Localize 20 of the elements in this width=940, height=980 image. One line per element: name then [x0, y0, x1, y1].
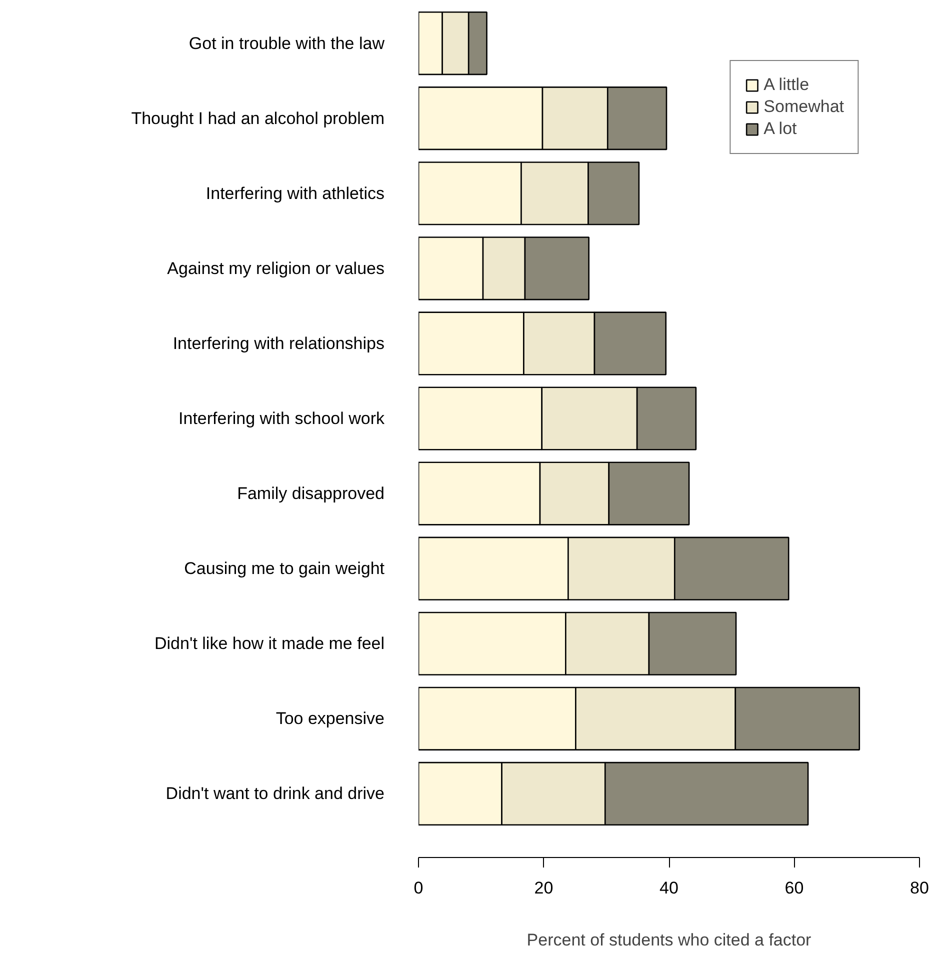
legend-label: Somewhat [764, 97, 844, 117]
x-tick-label: 20 [534, 878, 554, 898]
x-tick-label: 0 [414, 878, 424, 898]
y-tick-label: Didn't want to drink and drive [166, 784, 385, 804]
y-tick-label: Interfering with athletics [206, 184, 385, 203]
y-tick-label: Causing me to gain weight [184, 559, 385, 578]
x-tick-label: 80 [910, 878, 929, 898]
y-tick-label: Got in trouble with the law [188, 34, 386, 53]
y-tick-label: Didn't like how it made me feel [154, 634, 384, 654]
y-tick-label: Interfering with school work [178, 408, 385, 428]
y-tick-label: Against my religion or values [167, 258, 385, 278]
x-tick-label: 40 [660, 878, 678, 898]
x-tick-label: 60 [784, 878, 804, 898]
x-axis-title: Percent of students who cited a factor [526, 930, 812, 950]
y-tick-label: Thought I had an alcohol problem [131, 108, 385, 128]
legend-label: A little [764, 75, 810, 95]
y-tick-label: Interfering with relationships [172, 334, 385, 353]
legend-label: A lot [764, 119, 797, 139]
y-tick-label: Family disapproved [237, 484, 385, 504]
y-tick-label: Too expensive [276, 709, 385, 728]
